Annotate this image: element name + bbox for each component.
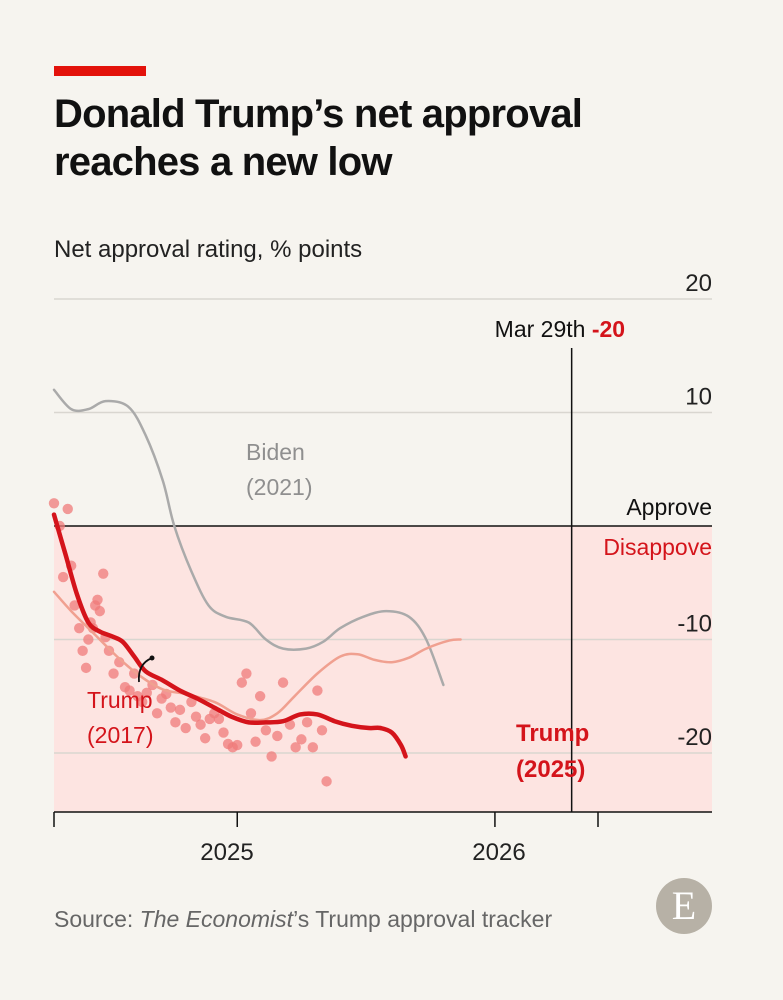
disapprove-label: Disappove — [603, 534, 712, 560]
poll-dot-52 — [272, 730, 283, 742]
marker-date: Mar 29th — [495, 316, 592, 342]
trump-2017-line — [52, 590, 462, 722]
poll-dot-37 — [199, 733, 211, 744]
source-prefix: Source: — [54, 906, 140, 932]
poll-dot-44 — [232, 739, 243, 751]
poll-dot-60 — [316, 725, 328, 736]
poll-dot-30 — [165, 702, 177, 713]
poll-dot-35 — [190, 711, 202, 722]
poll-dot-25 — [141, 687, 152, 699]
poll-dot-33 — [180, 722, 191, 734]
trump-2017-pointer-dot — [149, 655, 155, 661]
trump-2025-label-name: Trump — [516, 720, 589, 747]
poll-dot-36 — [195, 719, 206, 730]
biden-label-year: (2021) — [246, 474, 312, 500]
trump-2025-label-year: (2025) — [516, 756, 585, 783]
poll-dot-21 — [124, 685, 135, 696]
poll-dot-32 — [174, 704, 186, 716]
poll-dot-41 — [218, 727, 229, 738]
x-tick-label-2026: 2026 — [472, 839, 525, 866]
disapprove-region — [54, 526, 712, 812]
poll-dot-45 — [236, 677, 248, 688]
poll-dot-27 — [151, 708, 163, 719]
y-tick-label--10: -10 — [677, 611, 712, 638]
poll-dot-58 — [307, 742, 319, 753]
source-suffix: ’s Trump approval tracker — [293, 906, 553, 932]
poll-dot-57 — [301, 717, 313, 728]
x-tick-label-2025: 2025 — [200, 839, 253, 866]
biden-2021-line — [52, 388, 445, 687]
poll-dot-7 — [77, 645, 88, 657]
trump-2017-pointer — [137, 657, 153, 683]
poll-dot-49 — [254, 691, 266, 702]
poll-dot-8 — [80, 662, 92, 674]
trump-2025-line — [51, 512, 408, 759]
economist-logo: E — [656, 878, 712, 934]
poll-dot-55 — [290, 742, 301, 753]
poll-dot-17 — [103, 645, 115, 657]
source-note: Source: The Economist’s Trump approval t… — [54, 906, 552, 933]
poll-dot-31 — [170, 717, 181, 728]
poll-dot-9 — [83, 634, 94, 645]
poll-dot-56 — [296, 734, 307, 745]
poll-dot-15 — [98, 568, 109, 579]
chart-title: Donald Trump’s net approval reaches a ne… — [54, 92, 583, 184]
poll-dot-40 — [213, 713, 225, 725]
y-tick-label--20: -20 — [677, 724, 712, 751]
poll-dot-2 — [57, 571, 69, 583]
poll-dot-61 — [321, 776, 332, 787]
poll-dot-59 — [312, 685, 323, 696]
poll-dot-46 — [241, 668, 252, 679]
poll-dot-14 — [94, 605, 106, 617]
poll-dot-22 — [128, 668, 140, 679]
trump-2017-label-year: (2017) — [87, 722, 153, 748]
poll-dot-5 — [69, 600, 80, 611]
poll-dot-6 — [73, 622, 85, 634]
poll-dot-24 — [136, 696, 148, 708]
poll-dot-53 — [277, 677, 289, 688]
trump-2017-label-name: Trump — [87, 687, 153, 713]
approve-label: Approve — [626, 494, 712, 520]
poll-dot-51 — [266, 751, 277, 762]
poll-dot-48 — [250, 736, 261, 747]
y-tick-label-20: 20 — [685, 270, 712, 297]
y-axis-label: Net approval rating, % points — [54, 236, 363, 263]
marker-value: -20 — [592, 316, 625, 342]
poll-dot-18 — [108, 668, 119, 679]
source-publication: The Economist — [139, 906, 294, 932]
y-tick-label-10: 10 — [685, 384, 712, 411]
accent-bar — [54, 66, 146, 76]
marker-label: Mar 29th -20 — [495, 316, 625, 342]
poll-dot-0 — [48, 498, 60, 509]
poll-dot-47 — [245, 708, 257, 719]
poll-dot-13 — [92, 594, 103, 605]
poll-dot-50 — [260, 725, 272, 736]
poll-dot-3 — [62, 503, 73, 515]
biden-label-name: Biden — [246, 439, 305, 465]
